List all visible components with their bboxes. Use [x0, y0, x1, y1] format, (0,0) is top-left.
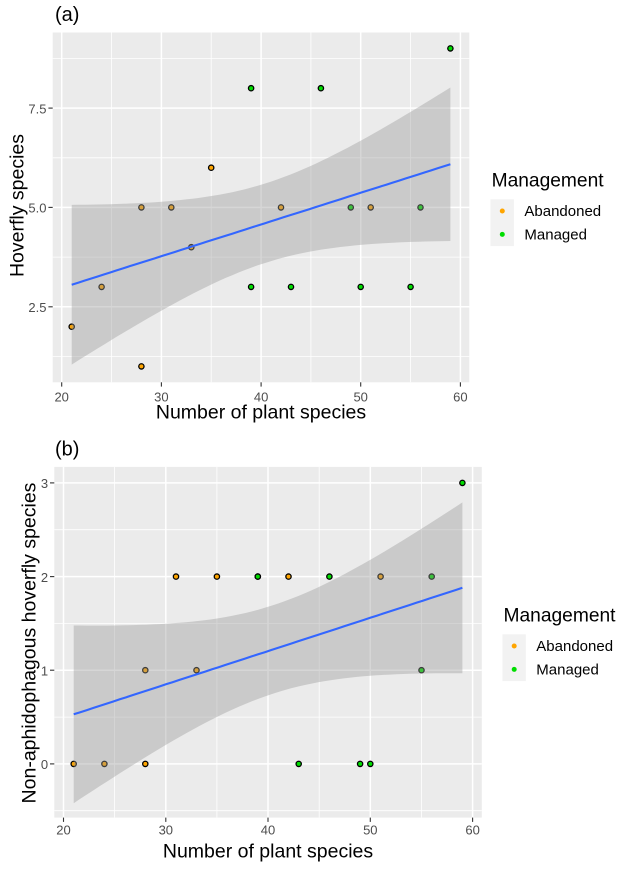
svg-text:(a): (a) [55, 4, 79, 26]
svg-text:Management: Management [504, 606, 617, 627]
svg-text:50: 50 [353, 389, 367, 404]
svg-text:Non-aphidophagous hoverfly spe: Non-aphidophagous hoverfly species [19, 482, 41, 803]
svg-text:40: 40 [254, 389, 268, 404]
svg-text:Management: Management [492, 171, 605, 192]
svg-text:30: 30 [154, 389, 168, 404]
svg-text:60: 60 [465, 823, 479, 838]
svg-text:Abandoned: Abandoned [536, 638, 613, 655]
svg-text:2.5: 2.5 [28, 300, 46, 315]
svg-text:20: 20 [54, 389, 68, 404]
svg-text:30: 30 [159, 823, 173, 838]
svg-text:2: 2 [41, 570, 48, 585]
svg-text:40: 40 [261, 823, 275, 838]
svg-text:7.5: 7.5 [28, 101, 46, 116]
svg-text:50: 50 [363, 823, 377, 838]
svg-text:5.0: 5.0 [28, 201, 46, 216]
svg-text:60: 60 [453, 389, 467, 404]
svg-text:Abandoned: Abandoned [524, 203, 601, 220]
svg-text:1: 1 [41, 664, 48, 679]
svg-text:Number of plant species: Number of plant species [156, 402, 367, 424]
svg-text:Managed: Managed [524, 227, 587, 244]
svg-text:0: 0 [41, 757, 48, 772]
svg-text:(b): (b) [55, 439, 79, 461]
svg-text:Hoverfly species: Hoverfly species [7, 134, 29, 277]
svg-text:20: 20 [56, 823, 70, 838]
svg-text:Managed: Managed [536, 662, 599, 679]
svg-text:Number of plant species: Number of plant species [163, 841, 374, 863]
svg-text:3: 3 [41, 476, 48, 491]
